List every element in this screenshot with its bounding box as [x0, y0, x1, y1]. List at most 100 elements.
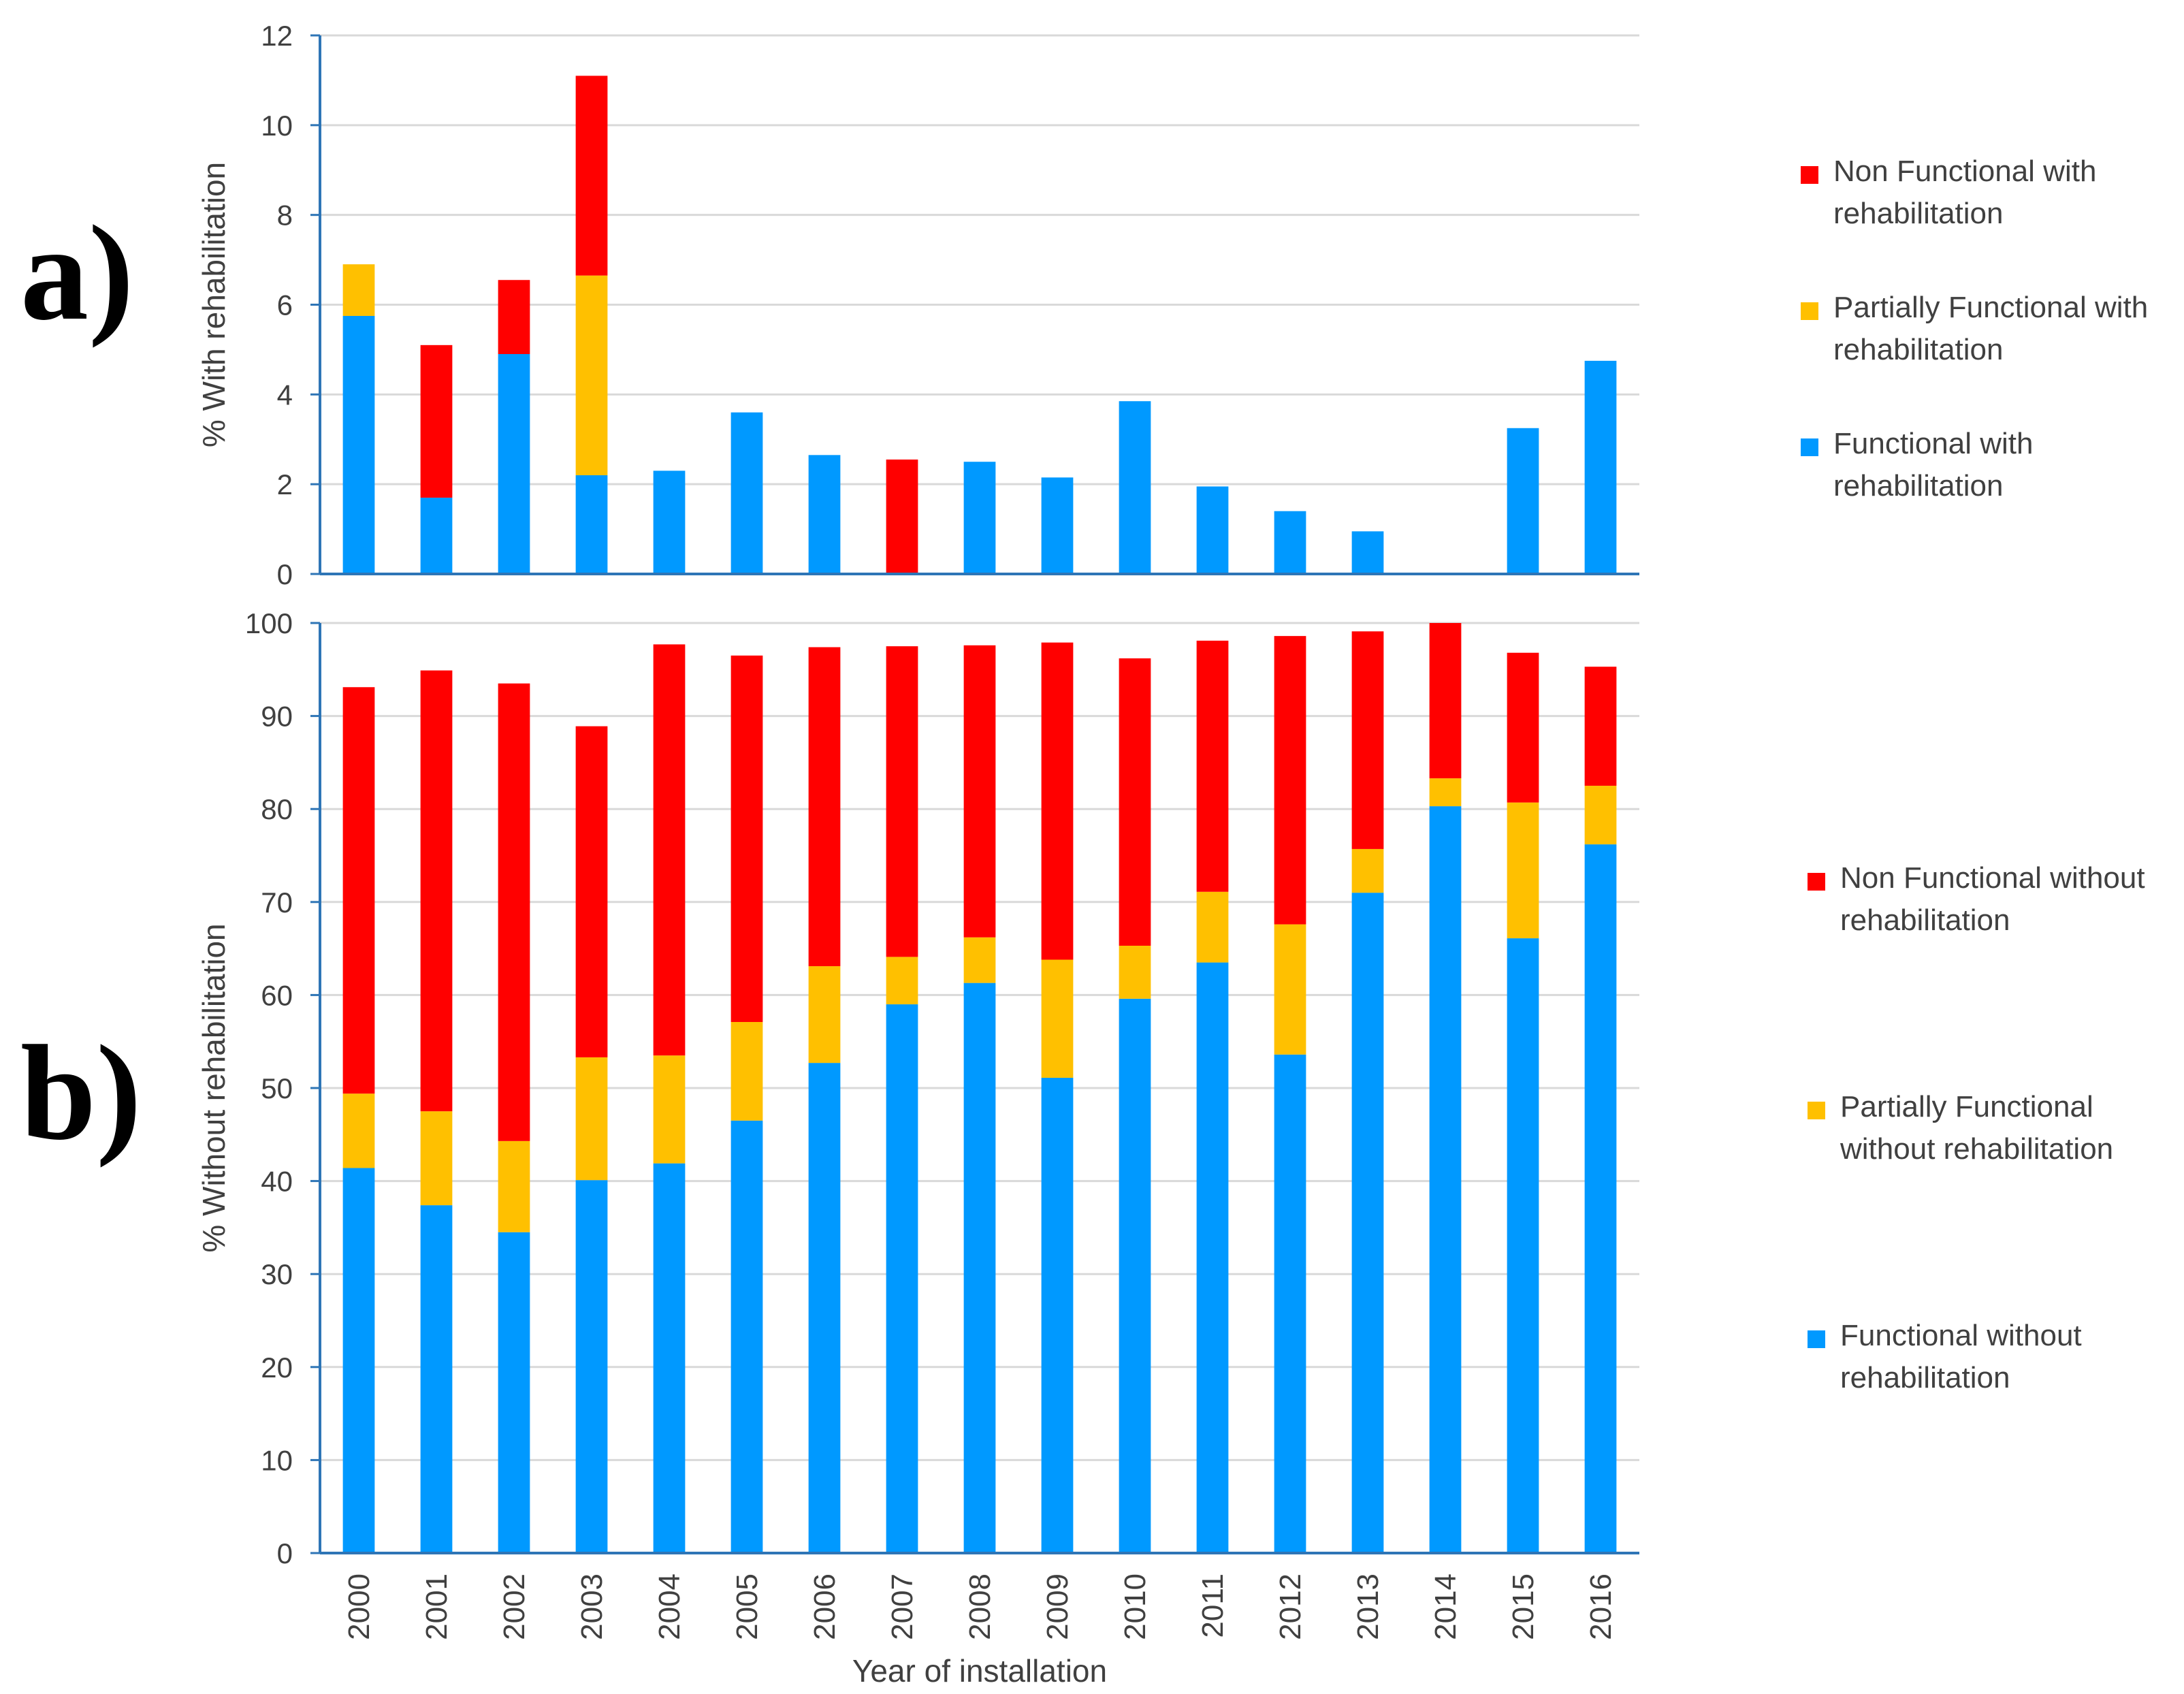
bar-b-2007-functional — [886, 1004, 918, 1553]
bar-a-2000-functional — [342, 315, 375, 574]
legend-swatch-b-partial — [1808, 1102, 1825, 1119]
bar-b-2014-functional — [1429, 806, 1462, 1553]
x-tick-label-2006: 2006 — [808, 1573, 841, 1640]
bar-b-2000-nonfunctional — [342, 687, 375, 1094]
y-axis-title-b: % Without rehabilitation — [196, 923, 231, 1252]
legend-swatch-a-partial — [1801, 302, 1818, 320]
bar-b-2000-functional — [342, 1168, 375, 1553]
bar-b-2016-partial — [1584, 786, 1617, 845]
bar-b-2013-partial — [1351, 848, 1384, 893]
legend-label-a-functional-0: Functional with — [1833, 427, 2033, 460]
bar-b-2005-partial — [730, 1022, 763, 1121]
bar-a-2008-functional — [963, 462, 996, 574]
bar-b-2012-partial — [1274, 924, 1306, 1055]
legend-label-a-partial-0: Partially Functional with — [1833, 291, 2148, 324]
legend-panel-b: Non Functional without rehabilitation Part… — [1808, 861, 2145, 1394]
bar-b-2002-functional — [498, 1232, 530, 1553]
x-tick-label-2010: 2010 — [1119, 1573, 1152, 1640]
bar-b-2009-partial — [1041, 959, 1074, 1078]
y-tick-label-a-4: 4 — [277, 379, 293, 411]
bar-b-2001-functional — [420, 1205, 453, 1553]
legend-label-a-nonfunctional-0: Non Functional with — [1833, 155, 2096, 188]
bar-a-2003-nonfunctional — [575, 76, 608, 276]
bar-b-2015-functional — [1507, 938, 1539, 1553]
legend-label-b-functional-0: Functional without — [1840, 1319, 2082, 1352]
bar-b-2015-partial — [1507, 802, 1539, 939]
y-tick-label-a-12: 12 — [261, 20, 293, 52]
bar-b-2010-functional — [1119, 998, 1151, 1553]
x-tick-label-2001: 2001 — [420, 1573, 453, 1640]
bar-b-2010-nonfunctional — [1119, 658, 1151, 946]
bar-b-2006-functional — [808, 1063, 841, 1553]
x-tick-label-2011: 2011 — [1196, 1573, 1230, 1638]
bar-b-2000-partial — [342, 1093, 375, 1168]
legend-label-b-functional-1: rehabilitation — [1840, 1361, 2010, 1394]
y-tick-label-a-10: 10 — [261, 110, 293, 142]
x-axis-title: Year of installation — [852, 1653, 1107, 1689]
y-tick-label-a-8: 8 — [277, 199, 293, 231]
legend-label-a-partial-1: rehabilitation — [1833, 333, 2004, 366]
y-tick-label-b-70: 70 — [261, 886, 293, 918]
legend-swatch-a-nonfunctional — [1801, 166, 1818, 184]
bar-b-2013-nonfunctional — [1351, 631, 1384, 849]
y-axis-title-a: % With rehabilitation — [196, 162, 231, 447]
legend-swatch-b-nonfunctional — [1808, 873, 1825, 891]
x-tick-label-2005: 2005 — [730, 1573, 764, 1640]
legend-label-a-functional-1: rehabilitation — [1833, 469, 2004, 502]
bar-b-2008-partial — [963, 937, 996, 983]
bar-a-2012-functional — [1274, 511, 1306, 574]
bar-b-2014-partial — [1429, 778, 1462, 807]
y-tick-label-b-30: 30 — [261, 1258, 293, 1290]
bar-b-2002-nonfunctional — [498, 683, 530, 1141]
bar-a-2005-functional — [730, 412, 763, 574]
chart-panel-a: 0 2 4 6 8 10 12 % With rehabilitation — [196, 20, 1639, 590]
legend-label-b-nonfunctional-0: Non Functional without — [1840, 861, 2145, 895]
bar-b-2007-partial — [886, 957, 918, 1005]
bar-a-2002-functional — [498, 354, 530, 574]
y-tick-label-b-20: 20 — [261, 1352, 293, 1384]
x-tick-label-2002: 2002 — [498, 1573, 531, 1640]
bar-b-2008-functional — [963, 982, 996, 1553]
bar-b-2011-nonfunctional — [1196, 640, 1229, 892]
bar-b-2003-partial — [575, 1057, 608, 1181]
bar-a-2011-functional — [1196, 486, 1229, 574]
bar-a-2016-functional — [1584, 360, 1617, 574]
legend-label-b-nonfunctional-1: rehabilitation — [1840, 904, 2010, 937]
bar-b-2001-partial — [420, 1111, 453, 1206]
x-tick-label-2007: 2007 — [886, 1573, 919, 1640]
bar-b-2004-functional — [653, 1163, 686, 1553]
bar-b-2012-nonfunctional — [1274, 636, 1306, 925]
y-tick-label-a-0: 0 — [277, 558, 293, 590]
bar-b-2001-nonfunctional — [420, 670, 453, 1112]
bar-b-2016-functional — [1584, 844, 1617, 1553]
bar-a-2007-nonfunctional — [886, 459, 918, 574]
bar-b-2003-functional — [575, 1180, 608, 1553]
bar-b-2004-nonfunctional — [653, 644, 686, 1056]
bar-a-2010-functional — [1119, 401, 1151, 574]
bar-a-2003-functional — [575, 475, 608, 574]
x-tick-label-2004: 2004 — [653, 1573, 686, 1640]
bar-a-2003-partial — [575, 275, 608, 475]
legend-swatch-b-functional — [1808, 1330, 1825, 1348]
bar-b-2011-partial — [1196, 891, 1229, 963]
bar-b-2006-nonfunctional — [808, 647, 841, 967]
bar-b-2011-functional — [1196, 962, 1229, 1553]
x-tick-label-2008: 2008 — [963, 1573, 997, 1640]
bar-b-2004-partial — [653, 1055, 686, 1164]
bar-a-2015-functional — [1507, 428, 1539, 574]
legend-panel-a: Non Functional with rehabilitation Partial… — [1801, 155, 2148, 502]
bar-a-2001-functional — [420, 497, 453, 574]
y-tick-label-b-50: 50 — [261, 1072, 293, 1104]
legend-swatch-a-functional — [1801, 438, 1818, 456]
x-tick-label-2000: 2000 — [342, 1573, 376, 1640]
x-tick-label-2003: 2003 — [575, 1573, 609, 1640]
bar-b-2009-nonfunctional — [1041, 642, 1074, 960]
bar-b-2015-nonfunctional — [1507, 652, 1539, 803]
panel-a-tag: a) — [20, 198, 134, 349]
x-tick-label-2015: 2015 — [1507, 1573, 1540, 1640]
bar-b-2008-nonfunctional — [963, 645, 996, 938]
bar-b-2005-functional — [730, 1120, 763, 1553]
x-tick-label-2013: 2013 — [1351, 1573, 1385, 1640]
y-tick-label-b-90: 90 — [261, 701, 293, 733]
